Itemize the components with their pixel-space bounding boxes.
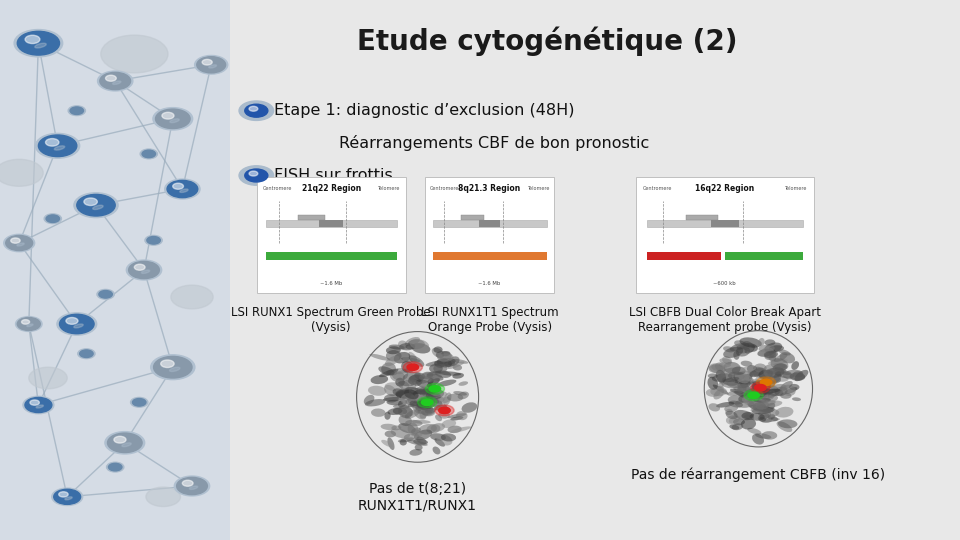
Ellipse shape (719, 381, 729, 384)
Ellipse shape (424, 391, 441, 401)
Ellipse shape (770, 349, 776, 357)
Circle shape (162, 112, 174, 119)
Ellipse shape (431, 423, 445, 431)
FancyBboxPatch shape (710, 220, 739, 226)
Ellipse shape (752, 385, 766, 394)
Ellipse shape (769, 355, 776, 361)
Ellipse shape (427, 378, 440, 387)
Ellipse shape (757, 389, 780, 394)
Ellipse shape (74, 324, 84, 328)
Ellipse shape (734, 390, 754, 400)
Ellipse shape (748, 369, 760, 375)
Ellipse shape (763, 375, 772, 381)
Ellipse shape (425, 408, 436, 413)
Ellipse shape (407, 393, 417, 402)
Ellipse shape (716, 370, 726, 383)
Ellipse shape (716, 402, 734, 408)
Circle shape (160, 360, 174, 368)
Ellipse shape (741, 412, 755, 419)
Text: LSI CBFB Dual Color Break Apart
Rearrangement probe (Vysis): LSI CBFB Dual Color Break Apart Rearrang… (629, 307, 821, 334)
Ellipse shape (757, 392, 771, 397)
Ellipse shape (780, 352, 795, 363)
Text: LSI RUNX1 Spectrum Green Probe
(Vysis): LSI RUNX1 Spectrum Green Probe (Vysis) (231, 307, 431, 334)
Ellipse shape (763, 407, 775, 413)
Ellipse shape (764, 350, 778, 359)
Circle shape (173, 183, 183, 189)
Ellipse shape (398, 405, 413, 418)
Ellipse shape (384, 394, 398, 402)
Ellipse shape (742, 377, 754, 386)
Circle shape (108, 433, 142, 453)
Ellipse shape (434, 361, 444, 368)
Ellipse shape (760, 379, 777, 384)
Ellipse shape (733, 418, 745, 426)
Ellipse shape (752, 382, 766, 390)
FancyBboxPatch shape (647, 220, 803, 226)
Ellipse shape (711, 363, 725, 371)
Circle shape (131, 397, 148, 407)
Ellipse shape (432, 348, 444, 358)
Ellipse shape (729, 416, 740, 424)
Ellipse shape (430, 396, 439, 403)
Text: Pas de réarrangement CBFB (inv 16): Pas de réarrangement CBFB (inv 16) (632, 467, 885, 482)
Ellipse shape (405, 420, 422, 426)
Ellipse shape (404, 433, 420, 441)
Circle shape (165, 179, 200, 199)
Ellipse shape (370, 354, 391, 361)
Ellipse shape (36, 405, 43, 408)
Ellipse shape (418, 388, 428, 394)
Ellipse shape (736, 348, 747, 354)
Ellipse shape (755, 380, 771, 387)
Ellipse shape (420, 390, 429, 394)
Text: Pas de t(8;21)
RUNX1T1/RUNX1: Pas de t(8;21) RUNX1T1/RUNX1 (358, 482, 477, 512)
Ellipse shape (404, 387, 411, 394)
Ellipse shape (734, 372, 750, 383)
Circle shape (25, 397, 52, 413)
Text: 8q21.3 Region: 8q21.3 Region (459, 184, 520, 193)
Ellipse shape (753, 402, 764, 411)
Ellipse shape (412, 395, 421, 402)
Ellipse shape (430, 433, 446, 441)
Ellipse shape (793, 371, 804, 377)
Ellipse shape (398, 423, 416, 433)
Ellipse shape (741, 418, 756, 429)
Circle shape (418, 397, 437, 408)
Ellipse shape (436, 351, 452, 360)
Ellipse shape (729, 401, 743, 408)
Circle shape (97, 289, 114, 299)
Circle shape (145, 235, 162, 245)
Ellipse shape (419, 397, 428, 402)
Ellipse shape (728, 372, 744, 381)
Ellipse shape (752, 379, 768, 387)
Ellipse shape (411, 428, 421, 434)
Ellipse shape (410, 397, 427, 406)
Ellipse shape (409, 449, 422, 456)
Ellipse shape (420, 409, 429, 419)
Circle shape (744, 390, 763, 401)
Ellipse shape (749, 400, 769, 409)
Circle shape (60, 314, 94, 334)
Ellipse shape (780, 381, 793, 391)
FancyBboxPatch shape (647, 252, 721, 260)
Ellipse shape (398, 390, 413, 400)
Ellipse shape (420, 397, 431, 402)
Ellipse shape (439, 372, 461, 376)
Ellipse shape (398, 341, 408, 349)
Ellipse shape (439, 411, 450, 418)
Ellipse shape (416, 387, 431, 395)
Circle shape (132, 399, 146, 406)
Circle shape (74, 193, 118, 218)
Circle shape (45, 139, 59, 146)
Ellipse shape (409, 355, 424, 367)
Ellipse shape (407, 440, 428, 446)
FancyBboxPatch shape (266, 220, 396, 226)
Ellipse shape (434, 397, 444, 403)
Text: FISH sur frottis: FISH sur frottis (274, 168, 393, 183)
Ellipse shape (733, 410, 754, 420)
Ellipse shape (405, 397, 422, 406)
Ellipse shape (760, 392, 775, 401)
Ellipse shape (744, 414, 755, 420)
Circle shape (203, 59, 212, 65)
Ellipse shape (761, 418, 780, 422)
Ellipse shape (743, 341, 753, 348)
